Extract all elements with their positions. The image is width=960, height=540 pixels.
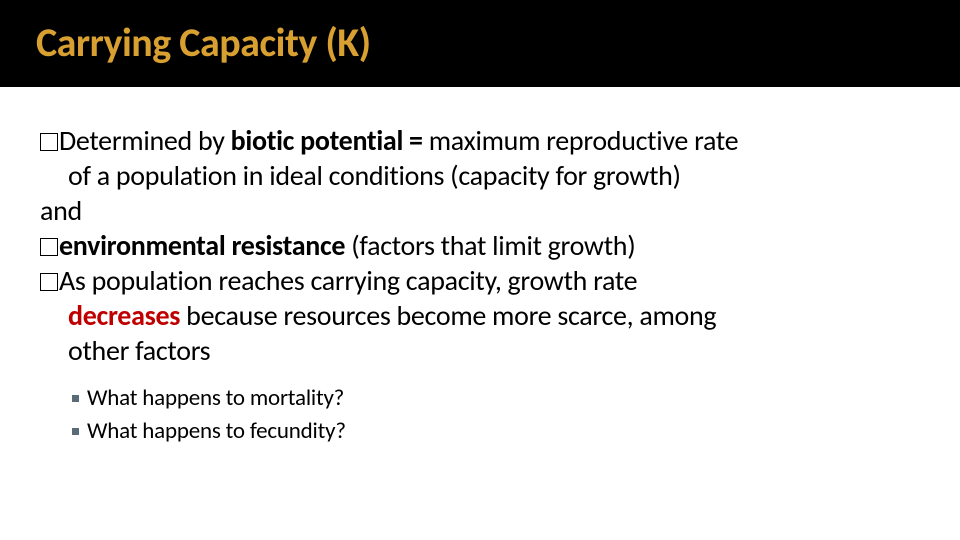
bullet-3-cont2: other factors [68,333,920,368]
bullet-3-cont: decreases because resources become more … [68,298,920,333]
sub-item-label: What happens to fecundity? [87,417,346,445]
text-bold-env-resistance: environmental resistance [59,228,345,263]
slide-title: Carrying Capacity (K) [36,18,960,67]
sub-list: What happens to mortality? What happens … [72,382,920,449]
sub-item-fecundity: What happens to fecundity? [72,415,920,448]
square-bullet-icon [40,133,58,151]
title-bar: Carrying Capacity (K) [0,0,960,87]
bullet-1: Determined by biotic potential = maximum… [40,123,920,158]
and-line: and [40,193,920,228]
bullet-3: As population reaches carrying capacity,… [40,263,920,298]
slide-content: Determined by biotic potential = maximum… [0,87,960,449]
text-bold-biotic: biotic potential = [231,123,429,158]
text-segment: because resources become more scarce, am… [180,298,716,333]
bullet-1-cont: of a population in ideal conditions (cap… [68,158,920,193]
bullet-2: environmental resistance (factors that l… [40,228,920,263]
square-marker-icon [72,428,79,435]
sub-item-label: What happens to mortality? [87,384,344,412]
square-bullet-icon [40,238,58,256]
text-segment: Determined by [59,123,231,158]
square-bullet-icon [40,273,58,291]
text-segment: maximum reproductive rate [429,123,739,158]
text-decreases: decreases [68,298,180,333]
sub-item-mortality: What happens to mortality? [72,382,920,415]
square-marker-icon [72,395,79,402]
text-segment: As population reaches carrying capacity,… [59,263,637,298]
text-segment: (factors that limit growth) [345,228,635,263]
